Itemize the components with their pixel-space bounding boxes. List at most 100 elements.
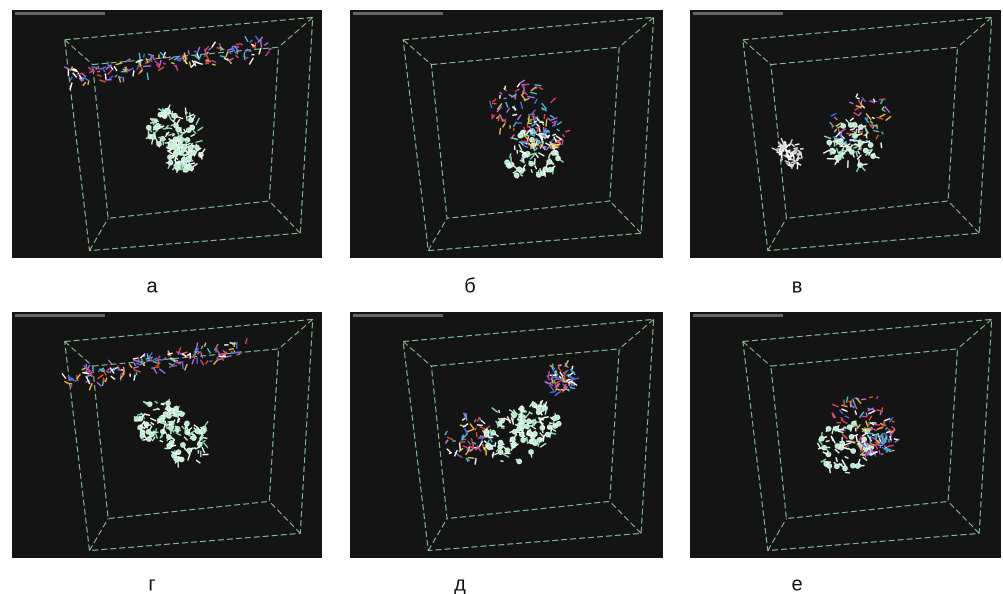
molecule-bond [867,432,874,435]
molecule-bond [112,366,119,371]
molecule-bond [878,98,886,101]
molecule-bond [786,154,794,159]
box-edge [89,518,109,551]
panel-background [690,312,1001,558]
molecule-bond [193,60,201,65]
molecule-bond [499,114,504,122]
molecule-bond [139,353,146,359]
molecule-bond [797,157,802,160]
molecule-bond [233,45,240,53]
molecule-bond [152,407,160,411]
molecule-bond [790,162,797,167]
box-outer [742,16,993,252]
molecule-bond [850,139,855,142]
molecule-atom [165,400,171,407]
molecule-bond [547,370,551,379]
molecule-bond [234,54,240,59]
molecule-atom [173,163,180,169]
molecule-bond [518,143,523,151]
molecule-bond [833,116,838,121]
molecule-bond [183,436,189,441]
molecule-bond [236,351,243,356]
molecule-bond [859,450,866,456]
molecule-bond [516,82,521,88]
molecule-bond [549,416,554,420]
molecule-bond [462,412,467,419]
molecule-bond [170,61,175,65]
molecule-bond [862,133,867,137]
molecule-bond [869,120,874,125]
box-edge [742,39,772,65]
molecule-bond [465,412,468,421]
molecule-bond [199,359,205,366]
molecule-atom [168,140,174,146]
molecule-bond [151,357,158,362]
molecule-bond [856,423,861,430]
molecule-bond [88,70,96,74]
molecule-bond [856,150,861,155]
molecule-bond [107,69,113,76]
molecule-bond [877,435,882,443]
molecule-bond [557,367,562,373]
molecule-atom [826,139,833,146]
molecule-bond [467,440,472,446]
molecule-bond [830,435,834,442]
molecule-bond [502,453,510,458]
molecule-atom [194,428,201,434]
molecule-bond [538,86,544,91]
molecule-bond [561,376,566,383]
molecule-bond [542,434,545,440]
molecule-bond [530,169,533,174]
molecule-bond [142,53,146,58]
molecule-bond [796,149,802,154]
molecule-bond [533,120,538,124]
molecule-bond [138,64,143,69]
molecule-bond [191,114,196,123]
molecule-bond [520,94,527,101]
molecule-bond [257,36,264,44]
molecule-bond [539,167,542,174]
molecule-bond [845,427,851,430]
molecule-bond [871,116,875,120]
molecule-bond [544,380,549,385]
molecule-atom [513,172,520,179]
molecule-bond [539,442,547,448]
molecule-bond [216,46,222,50]
molecule-bond [219,352,227,356]
molecule-atom [180,146,187,153]
molecule-bond [499,94,501,99]
molecule-bond [179,152,186,157]
molecule-bond [174,405,180,411]
molecule-bond [161,421,166,424]
molecule-bond [790,143,795,148]
molecule-bond [881,435,884,441]
molecule-bond [849,127,856,131]
molecule-bond [496,107,501,113]
molecule-atom [850,448,857,454]
molecule-bond [868,396,874,399]
molecule-bond [103,370,107,376]
molecule-bond [886,448,891,452]
molecule-bond [550,378,554,384]
molecule-bond [837,430,844,434]
molecule-bond [168,56,174,61]
molecule-bond [124,58,131,63]
molecule-bond [880,131,884,135]
molecule-atom [555,420,562,427]
molecule-atom [840,123,847,129]
molecule-bond [179,54,185,62]
molecule-bond [475,445,479,451]
molecule-bond [180,132,184,138]
box-edge [427,218,448,251]
molecule-bond [854,143,862,147]
molecule-bond [72,67,78,71]
molecule-bond [553,136,557,143]
molecule-bond [120,372,125,377]
molecule-bond [537,404,545,408]
molecule-bond [172,117,176,122]
molecule-bond [223,354,232,359]
molecule-bond [554,385,560,388]
molecule-bond [67,375,75,380]
molecule-bond [875,395,879,400]
molecule-atom [535,409,542,416]
